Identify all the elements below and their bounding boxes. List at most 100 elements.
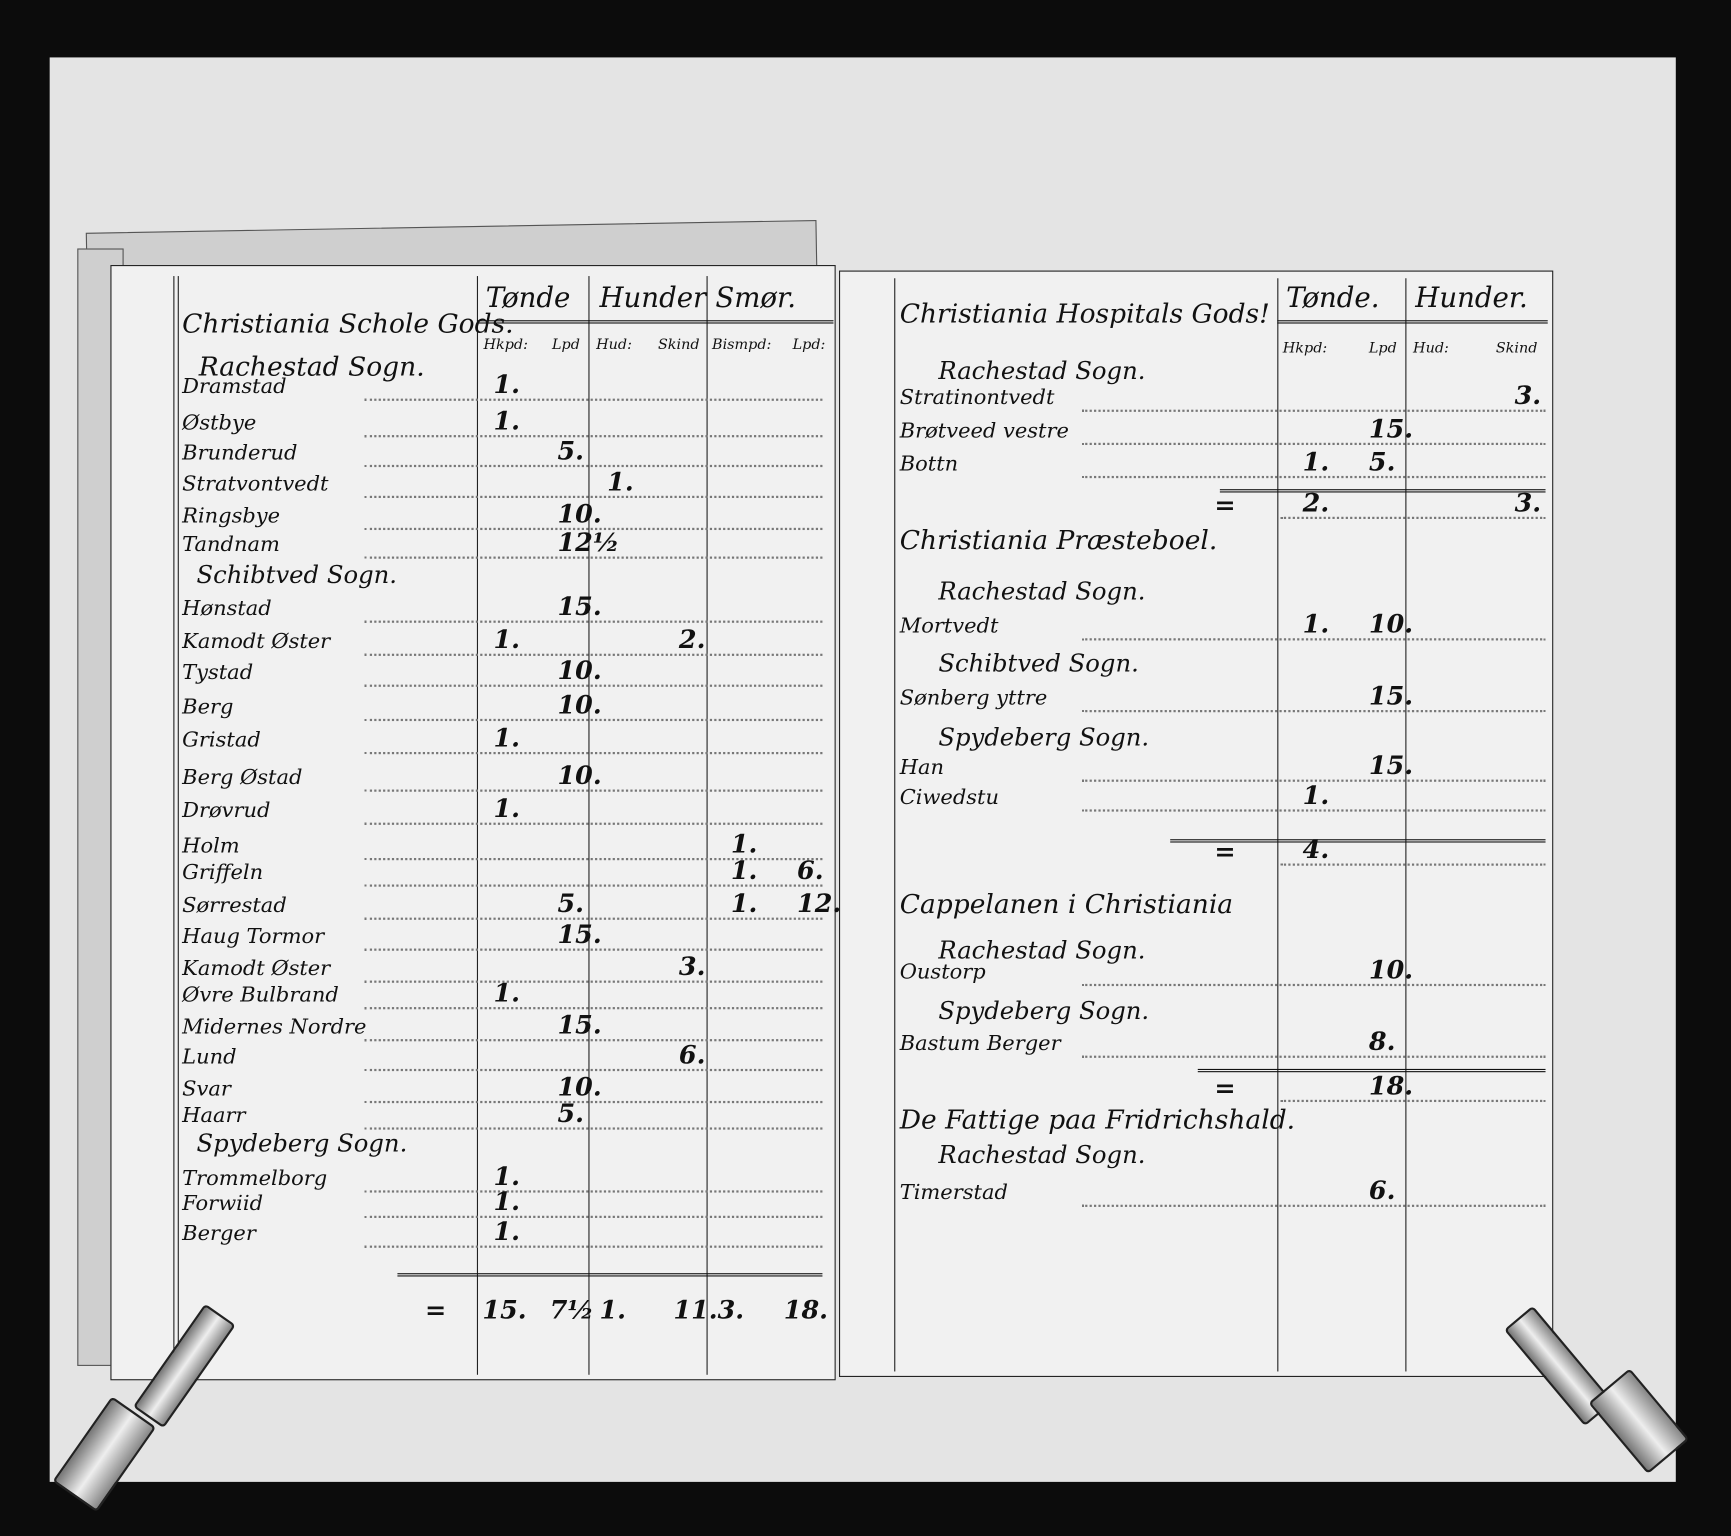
total-skind: 11. [673, 1295, 718, 1326]
dotted-leader [364, 1007, 823, 1010]
subheader-lpd: Lpd [1368, 340, 1397, 357]
entry-value-lis: 6. [797, 855, 824, 886]
entry-name: Haarr [182, 1103, 246, 1128]
owner-heading: Christiania Hospitals Gods! [899, 298, 1270, 330]
subtotal-value-hkpd: 2. [1302, 488, 1330, 518]
entry-name: Sønberg yttre [899, 685, 1048, 711]
entry-name: Midernes Nordre [182, 1014, 367, 1040]
dotted-leader [364, 1245, 823, 1248]
entry-value-bis: 1. [730, 888, 758, 919]
parish-heading: Spydeberg Sogn. [938, 724, 1150, 752]
dotted-leader [364, 948, 823, 951]
entry-value-lpd: 10. [557, 1072, 602, 1103]
entry-name: Tystad [182, 660, 254, 685]
dotted-leader [1081, 475, 1546, 479]
dotted-leader [1081, 442, 1546, 446]
dotted-leader [1081, 409, 1546, 412]
entry-value-hkpd: 1. [1302, 780, 1330, 811]
entry-value-hkpd: 1. [493, 624, 520, 655]
entry-name: Bastum Berger [899, 1031, 1061, 1056]
total-lispund: 18. [783, 1295, 828, 1326]
entry-name: Tandnam [182, 532, 280, 557]
margin-rule [173, 276, 175, 1375]
dotted-leader [1081, 710, 1546, 713]
dotted-leader [364, 620, 823, 623]
dotted-leader [364, 980, 823, 983]
entry-value-lis: 12. [797, 888, 842, 919]
column-rule [588, 276, 590, 1375]
dotted-leader [364, 822, 823, 825]
dotted-leader [364, 1039, 823, 1042]
entry-value-hkpd: 1. [1302, 447, 1330, 478]
entry-name: Kamodt Øster [182, 956, 331, 981]
entry-value-lpd: 10. [557, 499, 602, 529]
dotted-leader [364, 1068, 823, 1072]
parish-heading: Rachestad Sogn. [938, 937, 1146, 966]
entry-value-lpd: 8. [1368, 1026, 1396, 1057]
dotted-leader [364, 495, 823, 499]
dotted-leader [364, 789, 823, 792]
entry-name: Haug Tormor [182, 924, 325, 949]
column-header-huder: Hunder [599, 281, 707, 314]
entry-name: Ciwedstu [899, 785, 999, 810]
entry-value-hkpd: 1. [493, 1187, 520, 1217]
parish-heading: Schibtved Sogn. [196, 562, 397, 590]
entry-value-bis: 1. [730, 855, 758, 886]
total-rule [397, 1273, 823, 1277]
dotted-leader [364, 684, 823, 687]
column-header-huder: Hunder. [1415, 281, 1528, 314]
dotted-leader [1081, 809, 1546, 812]
entry-value-lpd: 5. [1368, 447, 1396, 478]
dotted-leader [1280, 516, 1546, 519]
entry-value-hkpd: 1. [493, 723, 520, 754]
entry-value-hkpd: 1. [493, 1216, 520, 1247]
dotted-leader [364, 751, 823, 755]
dotted-leader [1081, 1204, 1546, 1207]
subtotal-rule [1197, 1068, 1546, 1073]
entry-name: Holm [182, 833, 240, 858]
entry-name: Forwiid [182, 1191, 264, 1216]
entry-value-skind: 6. [678, 1040, 706, 1071]
dotted-leader [364, 718, 823, 722]
entry-name: Stratvontvedt [182, 471, 329, 496]
dotted-leader [1081, 638, 1546, 641]
subtotal-sign: = [1214, 1073, 1236, 1104]
entry-value-lpd: 15. [1368, 414, 1414, 444]
parish-heading: Rachestad Sogn. [938, 1141, 1146, 1170]
total-lpd: 7½ [549, 1295, 594, 1326]
dotted-leader [364, 1100, 823, 1104]
dotted-leader [364, 857, 823, 861]
subtotal-sign: = [1214, 837, 1236, 867]
entry-value-skind: 3. [678, 951, 706, 982]
subtotal-rule [1219, 489, 1546, 493]
entry-value-lpd: 10. [557, 760, 602, 791]
left-page-title: Christiania Schole Gods. [182, 308, 514, 340]
entry-name: Trommelborg [182, 1166, 328, 1191]
entry-name: Berg Østad [182, 765, 303, 790]
entry-name: Mortvedt [899, 613, 999, 639]
entry-value-hud: 1. [607, 467, 634, 497]
entry-name: Berg [182, 694, 234, 719]
parish-heading: Rachestad Sogn. [938, 578, 1146, 607]
entry-name: Hønstad [182, 596, 272, 621]
entry-name: Gristad [182, 727, 261, 752]
entry-name: Lund [182, 1044, 237, 1069]
entry-name: Bottn [899, 451, 959, 476]
entry-value-lpd: 15. [1368, 681, 1414, 712]
entry-value-hkpd: 1. [493, 406, 520, 437]
entry-name: Brøtveed vestre [899, 418, 1069, 443]
subheader-hkpd: Hkpd: [1282, 340, 1328, 357]
dotted-leader [364, 917, 823, 920]
dotted-leader [364, 884, 823, 887]
entry-name: Han [899, 755, 945, 780]
entry-value-skind: 3. [1514, 380, 1542, 411]
entry-value-hkpd: 1. [493, 793, 520, 824]
entry-value-bis: 1. [730, 829, 758, 860]
left-page-parish: Rachestad Sogn. [198, 351, 425, 383]
column-rule [706, 276, 708, 1375]
total-hkpd: 15. [482, 1295, 527, 1326]
dotted-leader [364, 653, 823, 656]
